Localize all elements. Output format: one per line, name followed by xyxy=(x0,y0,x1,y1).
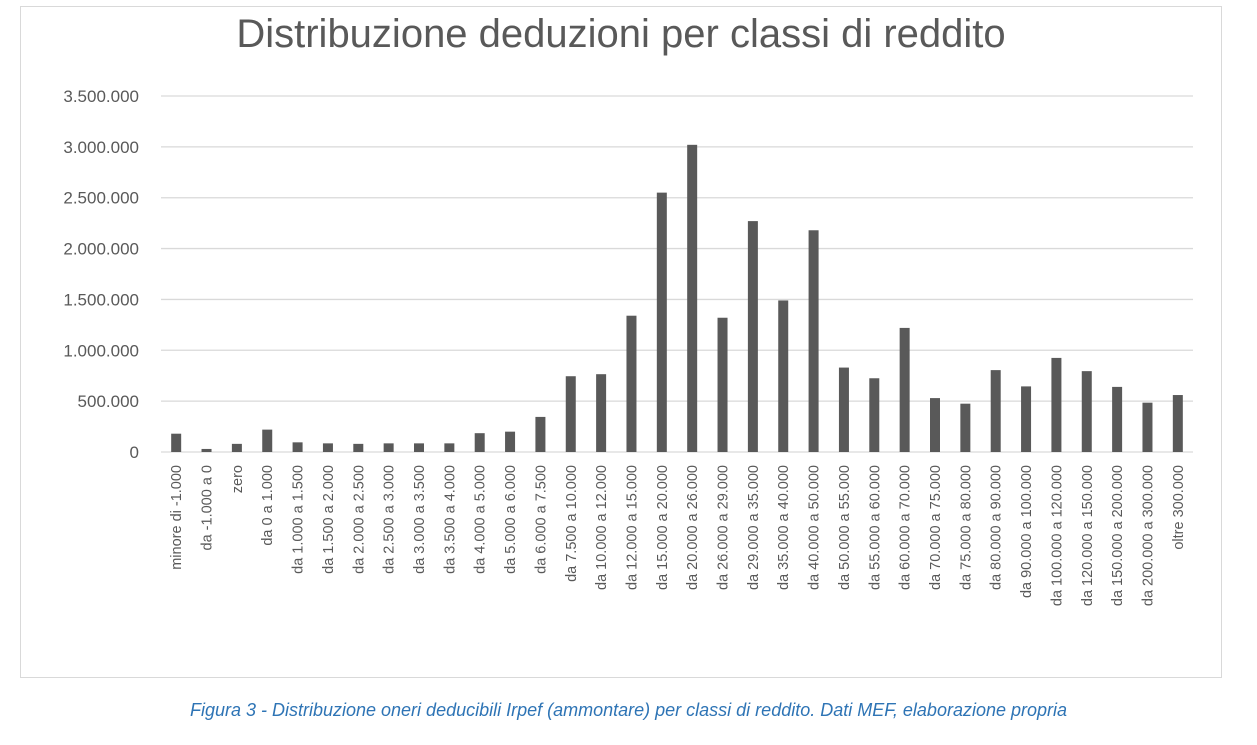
bar xyxy=(292,442,303,452)
x-tick-label: da 200.000 a 300.000 xyxy=(1140,465,1156,606)
x-tick-label: da 20.000 a 26.000 xyxy=(685,465,701,590)
bar xyxy=(353,443,364,452)
y-tick-label: 2.000.000 xyxy=(63,240,139,259)
x-tick-label: da 100.000 a 120.000 xyxy=(1049,465,1065,606)
bar xyxy=(505,431,516,452)
x-tick-label: da 3.000 a 3.500 xyxy=(412,465,428,574)
x-tick-label: da 7.500 a 10.000 xyxy=(564,465,580,582)
x-tick-label: da 0 a 1.000 xyxy=(260,465,276,546)
bar xyxy=(656,192,667,452)
x-tick-label: da 40.000 a 50.000 xyxy=(807,465,823,590)
bar xyxy=(535,416,546,452)
bar xyxy=(1051,357,1062,452)
x-tick-label: da 12.000 a 15.000 xyxy=(624,465,640,590)
x-tick-label: da 60.000 a 70.000 xyxy=(898,465,914,590)
x-tick-label: da 4.000 a 5.000 xyxy=(473,465,489,574)
bar xyxy=(899,327,910,452)
bar xyxy=(1021,386,1032,452)
x-tick-label: da 10.000 a 12.000 xyxy=(594,465,610,590)
x-tick-label: da 29.000 a 35.000 xyxy=(746,465,762,590)
bar xyxy=(747,221,758,452)
bar xyxy=(1142,402,1153,452)
x-tick-label: da 120.000 a 150.000 xyxy=(1080,465,1096,606)
x-tick-label: da 150.000 a 200.000 xyxy=(1110,465,1126,606)
grid-lines xyxy=(161,95,1193,453)
bar xyxy=(201,448,212,452)
x-tick-label: da -1.000 a 0 xyxy=(200,465,216,550)
bar xyxy=(322,443,333,452)
bar xyxy=(687,144,698,452)
bar xyxy=(383,443,394,452)
chart-title: Distribuzione deduzioni per classi di re… xyxy=(236,12,1005,56)
x-tick-label: da 2.000 a 2.500 xyxy=(351,465,367,574)
bar xyxy=(717,317,728,452)
bar xyxy=(231,443,242,452)
bar xyxy=(444,443,455,452)
y-axis-ticks: 0 500.000 1.000.000 1.500.000 2.000.000 2.500… xyxy=(63,87,139,462)
y-tick-label: 500.000 xyxy=(78,392,139,411)
x-tick-label: da 50.000 a 55.000 xyxy=(837,465,853,590)
bar xyxy=(838,367,849,452)
y-tick-label: 0 xyxy=(130,443,139,462)
x-tick-label: da 55.000 a 60.000 xyxy=(867,465,883,590)
figure-caption: Figura 3 - Distribuzione oneri deducibil… xyxy=(189,700,1068,720)
bar xyxy=(778,300,789,452)
bar xyxy=(262,429,273,452)
bar xyxy=(960,403,971,452)
x-tick-label: da 26.000 a 29.000 xyxy=(716,465,732,590)
bar-chart: Distribuzione deduzioni per classi di re… xyxy=(63,12,1193,606)
bar xyxy=(171,433,182,452)
x-tick-label: da 75.000 a 80.000 xyxy=(958,465,974,590)
x-tick-label: minore di -1.000 xyxy=(169,465,185,570)
x-axis-labels: minore di -1.000 da -1.000 a 0 zero da 0 a … xyxy=(169,465,1187,606)
y-tick-label: 3.500.000 xyxy=(63,87,139,106)
x-tick-label: da 80.000 a 90.000 xyxy=(989,465,1005,590)
bar xyxy=(869,378,880,452)
x-tick-label: da 70.000 a 75.000 xyxy=(928,465,944,590)
bar xyxy=(626,315,637,452)
y-tick-label: 3.000.000 xyxy=(63,138,139,157)
bar xyxy=(1081,371,1092,452)
x-tick-label: oltre 300.000 xyxy=(1171,465,1187,550)
x-tick-label: zero xyxy=(230,465,246,493)
bars xyxy=(171,144,1183,452)
bar xyxy=(596,374,607,452)
bar xyxy=(474,433,485,452)
bar xyxy=(565,376,576,452)
x-tick-label: da 3.500 a 4.000 xyxy=(442,465,458,574)
x-tick-label: da 1.000 a 1.500 xyxy=(291,465,307,574)
x-tick-label: da 15.000 a 20.000 xyxy=(655,465,671,590)
bar xyxy=(1112,386,1123,452)
bar xyxy=(990,370,1001,452)
y-tick-label: 2.500.000 xyxy=(63,189,139,208)
x-tick-label: da 6.000 a 7.500 xyxy=(533,465,549,574)
x-tick-label: da 35.000 a 40.000 xyxy=(776,465,792,590)
bar xyxy=(930,398,940,452)
y-tick-label: 1.500.000 xyxy=(63,290,139,309)
x-tick-label: da 1.500 a 2.000 xyxy=(321,465,337,574)
x-tick-label: da 2.500 a 3.000 xyxy=(382,465,398,574)
y-tick-label: 1.000.000 xyxy=(63,341,139,360)
chart-frame: Distribuzione deduzioni per classi di re… xyxy=(20,6,1222,678)
bar xyxy=(414,443,424,452)
x-tick-label: da 90.000 a 100.000 xyxy=(1019,465,1035,598)
bar xyxy=(808,230,819,452)
bar xyxy=(1172,395,1183,452)
x-tick-label: da 5.000 a 6.000 xyxy=(503,465,519,574)
